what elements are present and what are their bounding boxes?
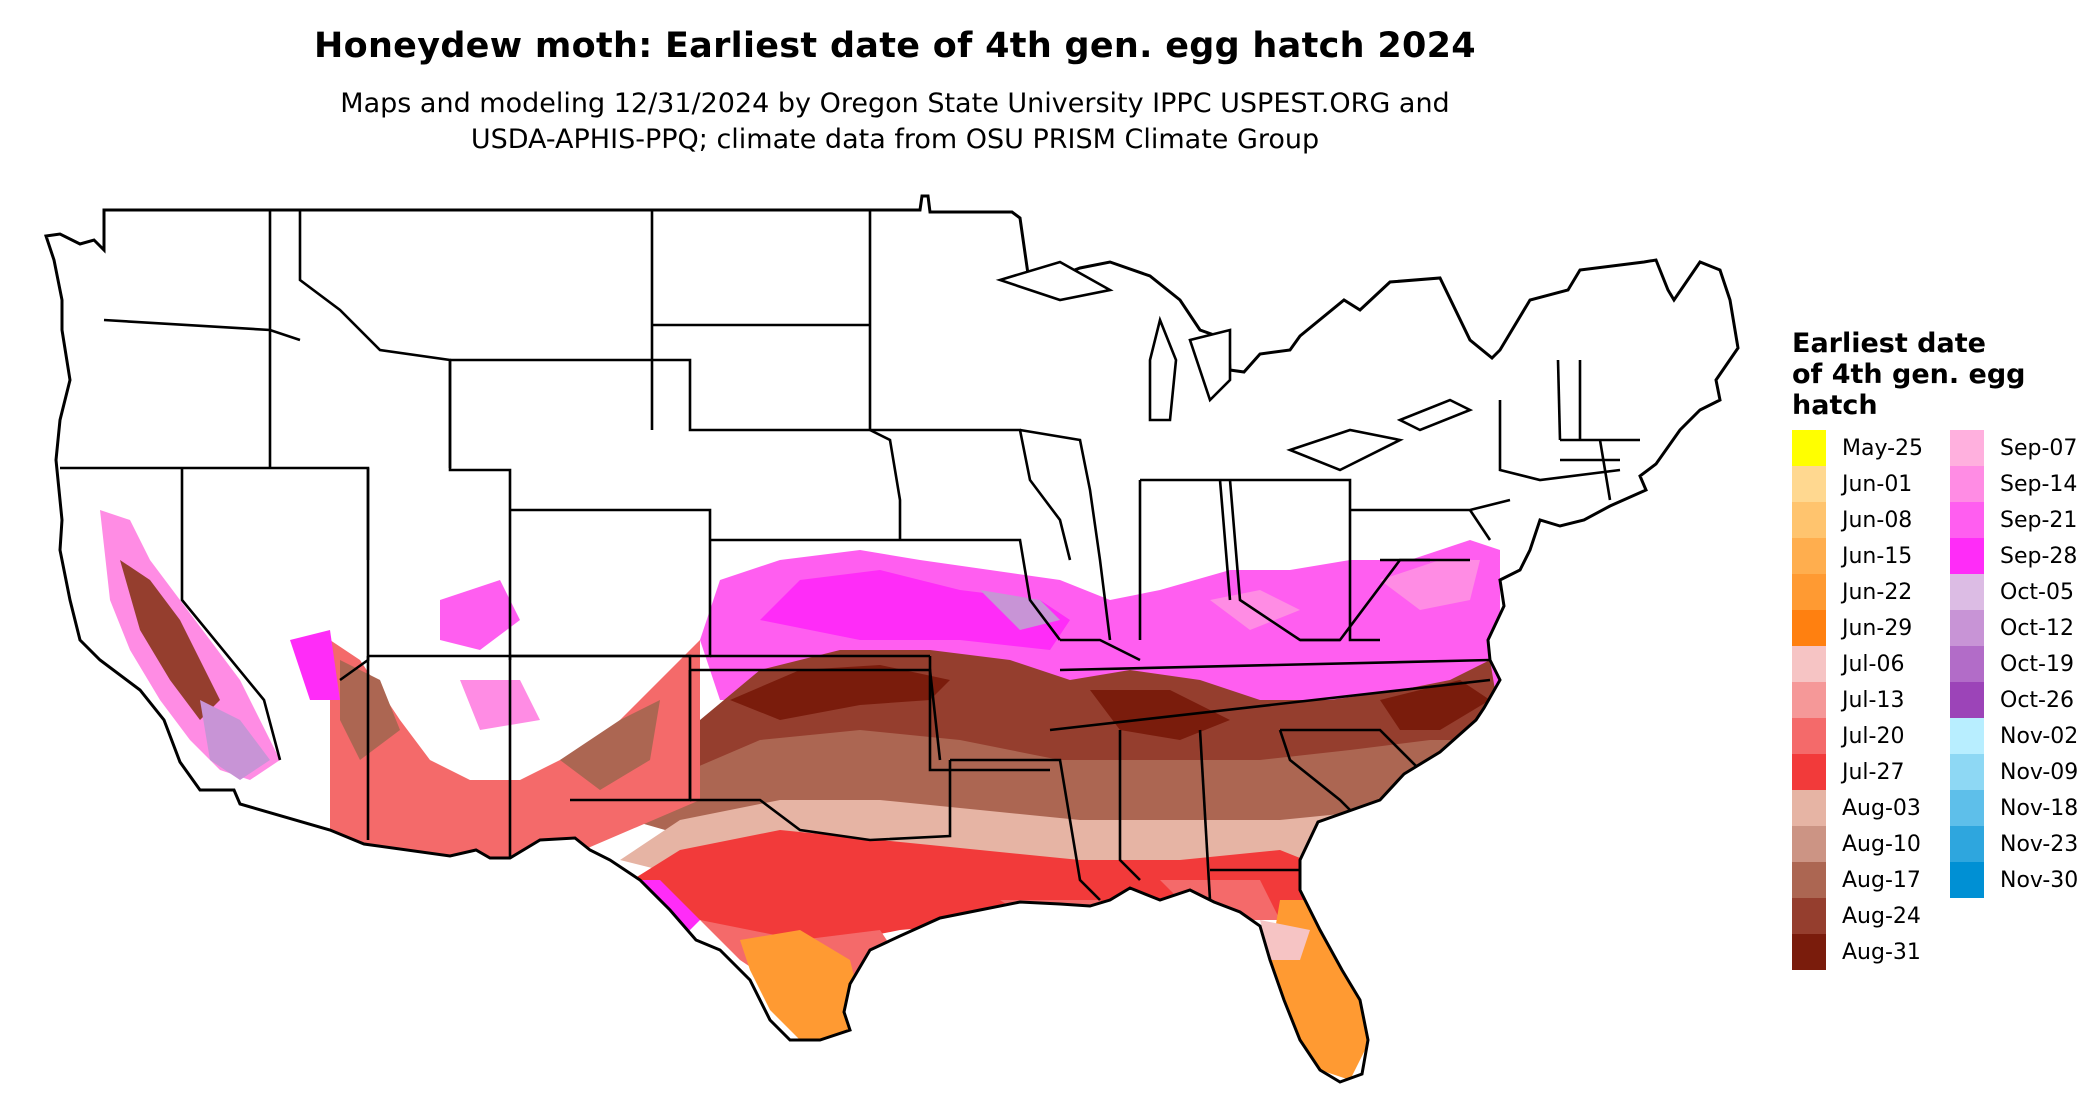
legend-label: Jun-01	[1842, 471, 1913, 497]
legend-swatch	[1792, 754, 1826, 790]
legend-item: Jun-29	[1792, 610, 1912, 646]
subtitle-line-2: USDA-APHIS-PPQ; climate data from OSU PR…	[470, 124, 1320, 155]
legend-item: Nov-09	[1950, 754, 2078, 790]
legend-label: Oct-19	[2000, 651, 2074, 677]
legend-item: Aug-03	[1792, 790, 1921, 826]
legend-swatch	[1792, 502, 1826, 538]
subtitle-line-1: Maps and modeling 12/31/2024 by Oregon S…	[340, 88, 1450, 119]
legend-item: Nov-23	[1950, 826, 2078, 862]
legend-swatch	[1950, 682, 1984, 718]
legend-swatch	[1792, 790, 1826, 826]
legend-item: Jul-06	[1792, 646, 1904, 682]
legend-label: Aug-10	[1842, 831, 1921, 857]
legend-item: Oct-19	[1950, 646, 2074, 682]
legend-item: Jul-27	[1792, 754, 1904, 790]
legend-swatch	[1792, 826, 1826, 862]
legend-label: Aug-03	[1842, 795, 1921, 821]
legend-item: Aug-17	[1792, 862, 1921, 898]
legend-item: Aug-10	[1792, 826, 1921, 862]
us-map	[44, 194, 1740, 1084]
legend-label: Oct-26	[2000, 687, 2074, 713]
legend-label: Jun-08	[1842, 507, 1913, 533]
legend-swatch	[1792, 862, 1826, 898]
legend-swatch	[1950, 646, 1984, 682]
legend-swatch	[1792, 934, 1826, 970]
legend-label: Nov-02	[2000, 723, 2079, 749]
legend-swatch	[1950, 862, 1984, 898]
legend-label: Jul-20	[1842, 723, 1905, 749]
great-lakes	[995, 260, 1474, 472]
legend-item: May-25	[1792, 430, 1923, 466]
legend-label: Sep-28	[2000, 543, 2078, 569]
hatch-date-raster	[100, 510, 1500, 1080]
legend-item: Sep-28	[1950, 538, 2077, 574]
legend-label: Jun-29	[1842, 615, 1913, 641]
legend-swatch	[1792, 574, 1826, 610]
legend-item: Jun-22	[1792, 574, 1912, 610]
legend-swatch	[1950, 574, 1984, 610]
legend-item: Oct-26	[1950, 682, 2074, 718]
legend-label: Sep-21	[2000, 507, 2078, 533]
legend-label: Sep-14	[2000, 471, 2078, 497]
legend-label: Jun-15	[1842, 543, 1913, 569]
legend-item: Sep-07	[1950, 430, 2077, 466]
legend-swatch	[1950, 610, 1984, 646]
map-title: Honeydew moth: Earliest date of 4th gen.…	[314, 26, 1476, 66]
legend-label: Nov-09	[2000, 759, 2079, 785]
legend-label: Oct-05	[2000, 579, 2074, 605]
legend-label: Jul-27	[1842, 759, 1905, 785]
legend-swatch	[1792, 430, 1826, 466]
legend-item: Aug-31	[1792, 934, 1921, 970]
legend-swatch	[1950, 754, 1984, 790]
legend-item: Nov-02	[1950, 718, 2078, 754]
legend-item: Sep-14	[1950, 466, 2077, 502]
legend-item: Jun-01	[1792, 466, 1912, 502]
legend-swatch	[1792, 538, 1826, 574]
legend-swatch	[1950, 466, 1984, 502]
legend-title-line-1: Earliest date	[1792, 328, 1986, 359]
legend-label: Aug-17	[1842, 867, 1921, 893]
legend-label: Nov-18	[2000, 795, 2079, 821]
legend-swatch	[1950, 790, 1984, 826]
legend-item: Jul-20	[1792, 718, 1904, 754]
legend-label: Jul-13	[1842, 687, 1905, 713]
legend-swatch	[1950, 826, 1984, 862]
legend-label: Oct-12	[2000, 615, 2074, 641]
legend-label: Jun-22	[1842, 579, 1913, 605]
legend-label: Nov-23	[2000, 831, 2079, 857]
legend-title-line-3: hatch	[1792, 390, 1878, 421]
legend-label: Jul-06	[1842, 651, 1905, 677]
map-subtitle: Maps and modeling 12/31/2024 by Oregon S…	[0, 86, 1790, 158]
legend-item: Oct-12	[1950, 610, 2074, 646]
legend-swatch	[1792, 682, 1826, 718]
legend-item: Sep-21	[1950, 502, 2077, 538]
legend-swatch	[1792, 646, 1826, 682]
legend-label: Nov-30	[2000, 867, 2079, 893]
legend-title: Earliest date of 4th gen. egg hatch	[1792, 328, 2092, 421]
legend-item: Nov-18	[1950, 790, 2078, 826]
legend-label: Aug-24	[1842, 903, 1921, 929]
legend-swatch	[1792, 466, 1826, 502]
legend-item: Aug-24	[1792, 898, 1921, 934]
legend-item: Jun-08	[1792, 502, 1912, 538]
state-boundaries	[60, 210, 1640, 901]
legend-item: Jun-15	[1792, 538, 1912, 574]
legend-item: Oct-05	[1950, 574, 2074, 610]
legend-swatch	[1950, 430, 1984, 466]
legend-swatch	[1792, 898, 1826, 934]
legend-item: Jul-13	[1792, 682, 1904, 718]
legend-swatch	[1950, 718, 1984, 754]
legend-swatch	[1792, 718, 1826, 754]
legend-swatch	[1792, 610, 1826, 646]
legend-label: May-25	[1842, 435, 1924, 461]
legend-label: Sep-07	[2000, 435, 2078, 461]
legend-title-line-2: of 4th gen. egg	[1792, 359, 2026, 390]
legend-item: Nov-30	[1950, 862, 2078, 898]
legend-label: Aug-31	[1842, 939, 1921, 965]
legend-swatch	[1950, 502, 1984, 538]
legend-swatch	[1950, 538, 1984, 574]
